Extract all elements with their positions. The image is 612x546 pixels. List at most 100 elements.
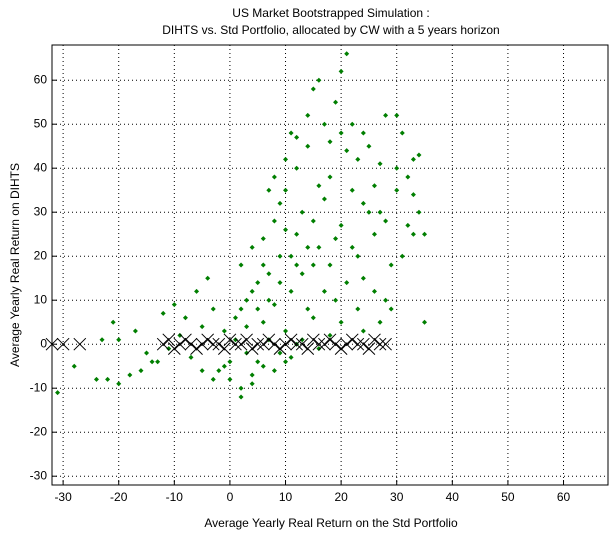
point bbox=[388, 306, 394, 312]
point bbox=[327, 262, 333, 268]
point bbox=[310, 262, 316, 268]
point bbox=[394, 112, 400, 118]
point bbox=[349, 244, 355, 250]
point bbox=[260, 236, 266, 242]
point bbox=[338, 222, 344, 228]
point bbox=[271, 218, 277, 224]
point bbox=[377, 161, 383, 167]
point bbox=[245, 342, 259, 355]
point bbox=[329, 337, 342, 351]
chart-subtitle: DIHTS vs. Std Portfolio, allocated by CW… bbox=[162, 23, 499, 37]
point bbox=[234, 337, 248, 351]
point bbox=[201, 333, 215, 347]
point bbox=[277, 280, 283, 286]
x-tick-label: 30 bbox=[390, 490, 404, 504]
point bbox=[256, 337, 270, 351]
point bbox=[344, 280, 350, 286]
point bbox=[188, 354, 194, 360]
point bbox=[333, 236, 339, 242]
point bbox=[345, 333, 359, 347]
point bbox=[255, 306, 261, 312]
point bbox=[316, 183, 322, 189]
point bbox=[271, 368, 277, 374]
point bbox=[227, 376, 233, 382]
point bbox=[266, 187, 272, 193]
point bbox=[383, 297, 389, 303]
point bbox=[155, 359, 161, 365]
point bbox=[260, 319, 266, 325]
point bbox=[184, 337, 198, 351]
point bbox=[266, 271, 272, 277]
point bbox=[221, 328, 227, 334]
point bbox=[288, 354, 294, 360]
point bbox=[351, 337, 365, 351]
point bbox=[138, 368, 144, 374]
point bbox=[210, 306, 216, 312]
point bbox=[144, 350, 150, 356]
point bbox=[255, 280, 261, 286]
point bbox=[366, 209, 372, 215]
point bbox=[422, 231, 428, 237]
point bbox=[195, 337, 209, 351]
point bbox=[216, 368, 222, 374]
point bbox=[238, 394, 244, 400]
point bbox=[388, 262, 394, 268]
point bbox=[399, 130, 405, 136]
point bbox=[182, 315, 188, 321]
y-tick-label: 60 bbox=[34, 72, 48, 86]
point bbox=[268, 337, 281, 351]
chart-title: US Market Bootstrapped Simulation : bbox=[232, 6, 429, 20]
point bbox=[251, 337, 265, 351]
point bbox=[266, 297, 272, 303]
point bbox=[93, 376, 99, 382]
point bbox=[212, 337, 226, 351]
point bbox=[260, 262, 266, 268]
x-tick-label: 60 bbox=[557, 490, 571, 504]
point bbox=[301, 342, 315, 355]
point bbox=[229, 337, 242, 351]
point bbox=[271, 174, 277, 180]
point bbox=[171, 302, 177, 308]
point bbox=[362, 342, 376, 355]
point bbox=[283, 187, 289, 193]
point bbox=[360, 328, 366, 334]
point bbox=[305, 244, 311, 250]
x-tick-label: -20 bbox=[110, 490, 128, 504]
point bbox=[295, 337, 309, 351]
point bbox=[377, 319, 383, 325]
point bbox=[310, 218, 316, 224]
point bbox=[249, 381, 255, 387]
point bbox=[338, 68, 344, 74]
point bbox=[405, 174, 411, 180]
point bbox=[422, 319, 428, 325]
point bbox=[294, 231, 300, 237]
point bbox=[371, 231, 377, 237]
point bbox=[218, 342, 231, 355]
point bbox=[244, 350, 250, 356]
point bbox=[383, 218, 389, 224]
point bbox=[205, 275, 211, 281]
point bbox=[373, 337, 387, 351]
point bbox=[416, 209, 422, 215]
point bbox=[321, 121, 327, 127]
point bbox=[277, 350, 283, 356]
x-tick-label: -10 bbox=[166, 490, 184, 504]
x-tick-label: 50 bbox=[501, 490, 515, 504]
point bbox=[360, 130, 366, 136]
x-tick-label: 0 bbox=[227, 490, 234, 504]
point bbox=[288, 253, 294, 259]
point bbox=[116, 381, 122, 387]
point bbox=[294, 134, 300, 140]
point bbox=[55, 390, 61, 396]
y-tick-label: -10 bbox=[30, 380, 48, 394]
point bbox=[156, 337, 170, 351]
point bbox=[338, 319, 344, 325]
point bbox=[283, 328, 289, 334]
point bbox=[110, 319, 116, 325]
point bbox=[321, 288, 327, 294]
point bbox=[279, 337, 292, 351]
point bbox=[277, 200, 283, 206]
point bbox=[349, 121, 355, 127]
point bbox=[371, 288, 377, 294]
